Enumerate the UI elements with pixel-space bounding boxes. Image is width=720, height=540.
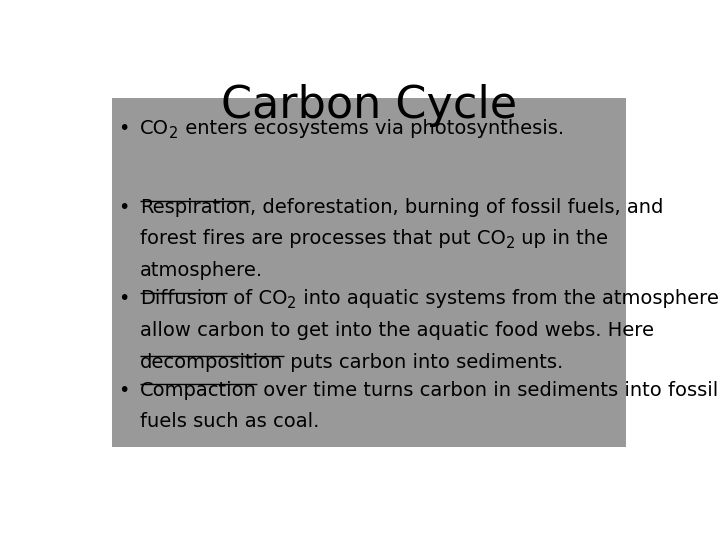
Text: Respiration: Respiration [140,198,251,217]
Text: fuels such as coal.: fuels such as coal. [140,413,320,431]
Text: puts carbon into sediments.: puts carbon into sediments. [284,353,563,372]
Text: enters ecosystems via photosynthesis.: enters ecosystems via photosynthesis. [179,119,564,138]
Text: up in the: up in the [516,230,608,248]
Text: •: • [118,381,130,400]
Text: Carbon Cycle: Carbon Cycle [221,84,517,126]
Text: 2: 2 [287,296,297,311]
Text: atmosphere.: atmosphere. [140,261,264,280]
Text: decomposition: decomposition [140,353,284,372]
Text: forest fires are processes that put CO: forest fires are processes that put CO [140,230,506,248]
Text: Diffusion: Diffusion [140,289,227,308]
Text: , deforestation, burning of fossil fuels, and: , deforestation, burning of fossil fuels… [251,198,664,217]
Text: of CO: of CO [227,289,287,308]
Text: •: • [118,198,130,217]
Text: Compaction: Compaction [140,381,257,400]
Text: over time turns carbon in sediments into fossil: over time turns carbon in sediments into… [257,381,719,400]
Text: allow carbon to get into the aquatic food webs. Here: allow carbon to get into the aquatic foo… [140,321,654,340]
Text: •: • [118,119,130,138]
Text: 2: 2 [169,125,179,140]
Text: CO: CO [140,119,169,138]
Text: into aquatic systems from the atmosphere,: into aquatic systems from the atmosphere… [297,289,720,308]
FancyBboxPatch shape [112,98,626,447]
Text: 2: 2 [506,236,516,251]
Text: •: • [118,289,130,308]
